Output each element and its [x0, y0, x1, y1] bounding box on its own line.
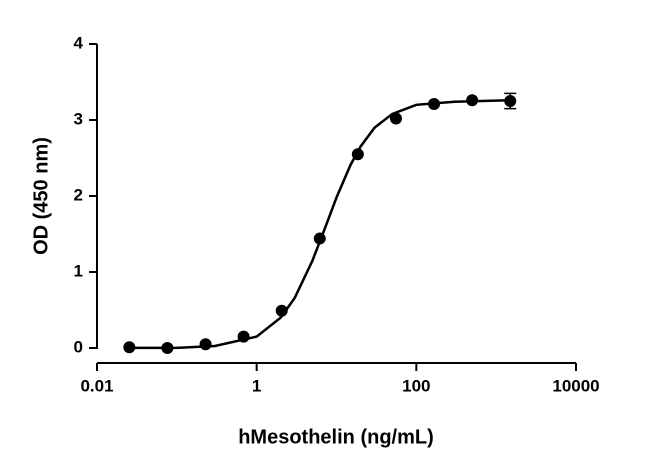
- y-tick-label: 4: [74, 33, 84, 52]
- y-tick-label: 0: [74, 337, 83, 356]
- data-point: [199, 338, 212, 351]
- x-axis-label: hMesothelin (ng/mL): [238, 426, 434, 448]
- data-point: [504, 95, 517, 107]
- data-point: [275, 304, 288, 317]
- x-tick-label: 10000: [552, 376, 599, 395]
- data-point: [466, 94, 479, 107]
- data-point: [237, 330, 250, 343]
- data-point: [389, 112, 402, 125]
- data-point: [351, 148, 364, 161]
- y-tick-label: 2: [74, 185, 83, 204]
- x-tick-label: 0.01: [80, 376, 113, 395]
- y-tick-label: 1: [74, 261, 83, 280]
- y-tick-label: 3: [74, 109, 83, 128]
- data-point: [161, 342, 174, 354]
- x-tick-label: 1: [252, 376, 261, 395]
- fit-curve: [129, 98, 511, 350]
- data-point: [123, 341, 136, 354]
- data-point: [428, 98, 441, 111]
- data-point: [313, 232, 326, 245]
- x-tick-label: 100: [402, 376, 430, 395]
- y-axis-label: OD (450 nm): [30, 137, 52, 255]
